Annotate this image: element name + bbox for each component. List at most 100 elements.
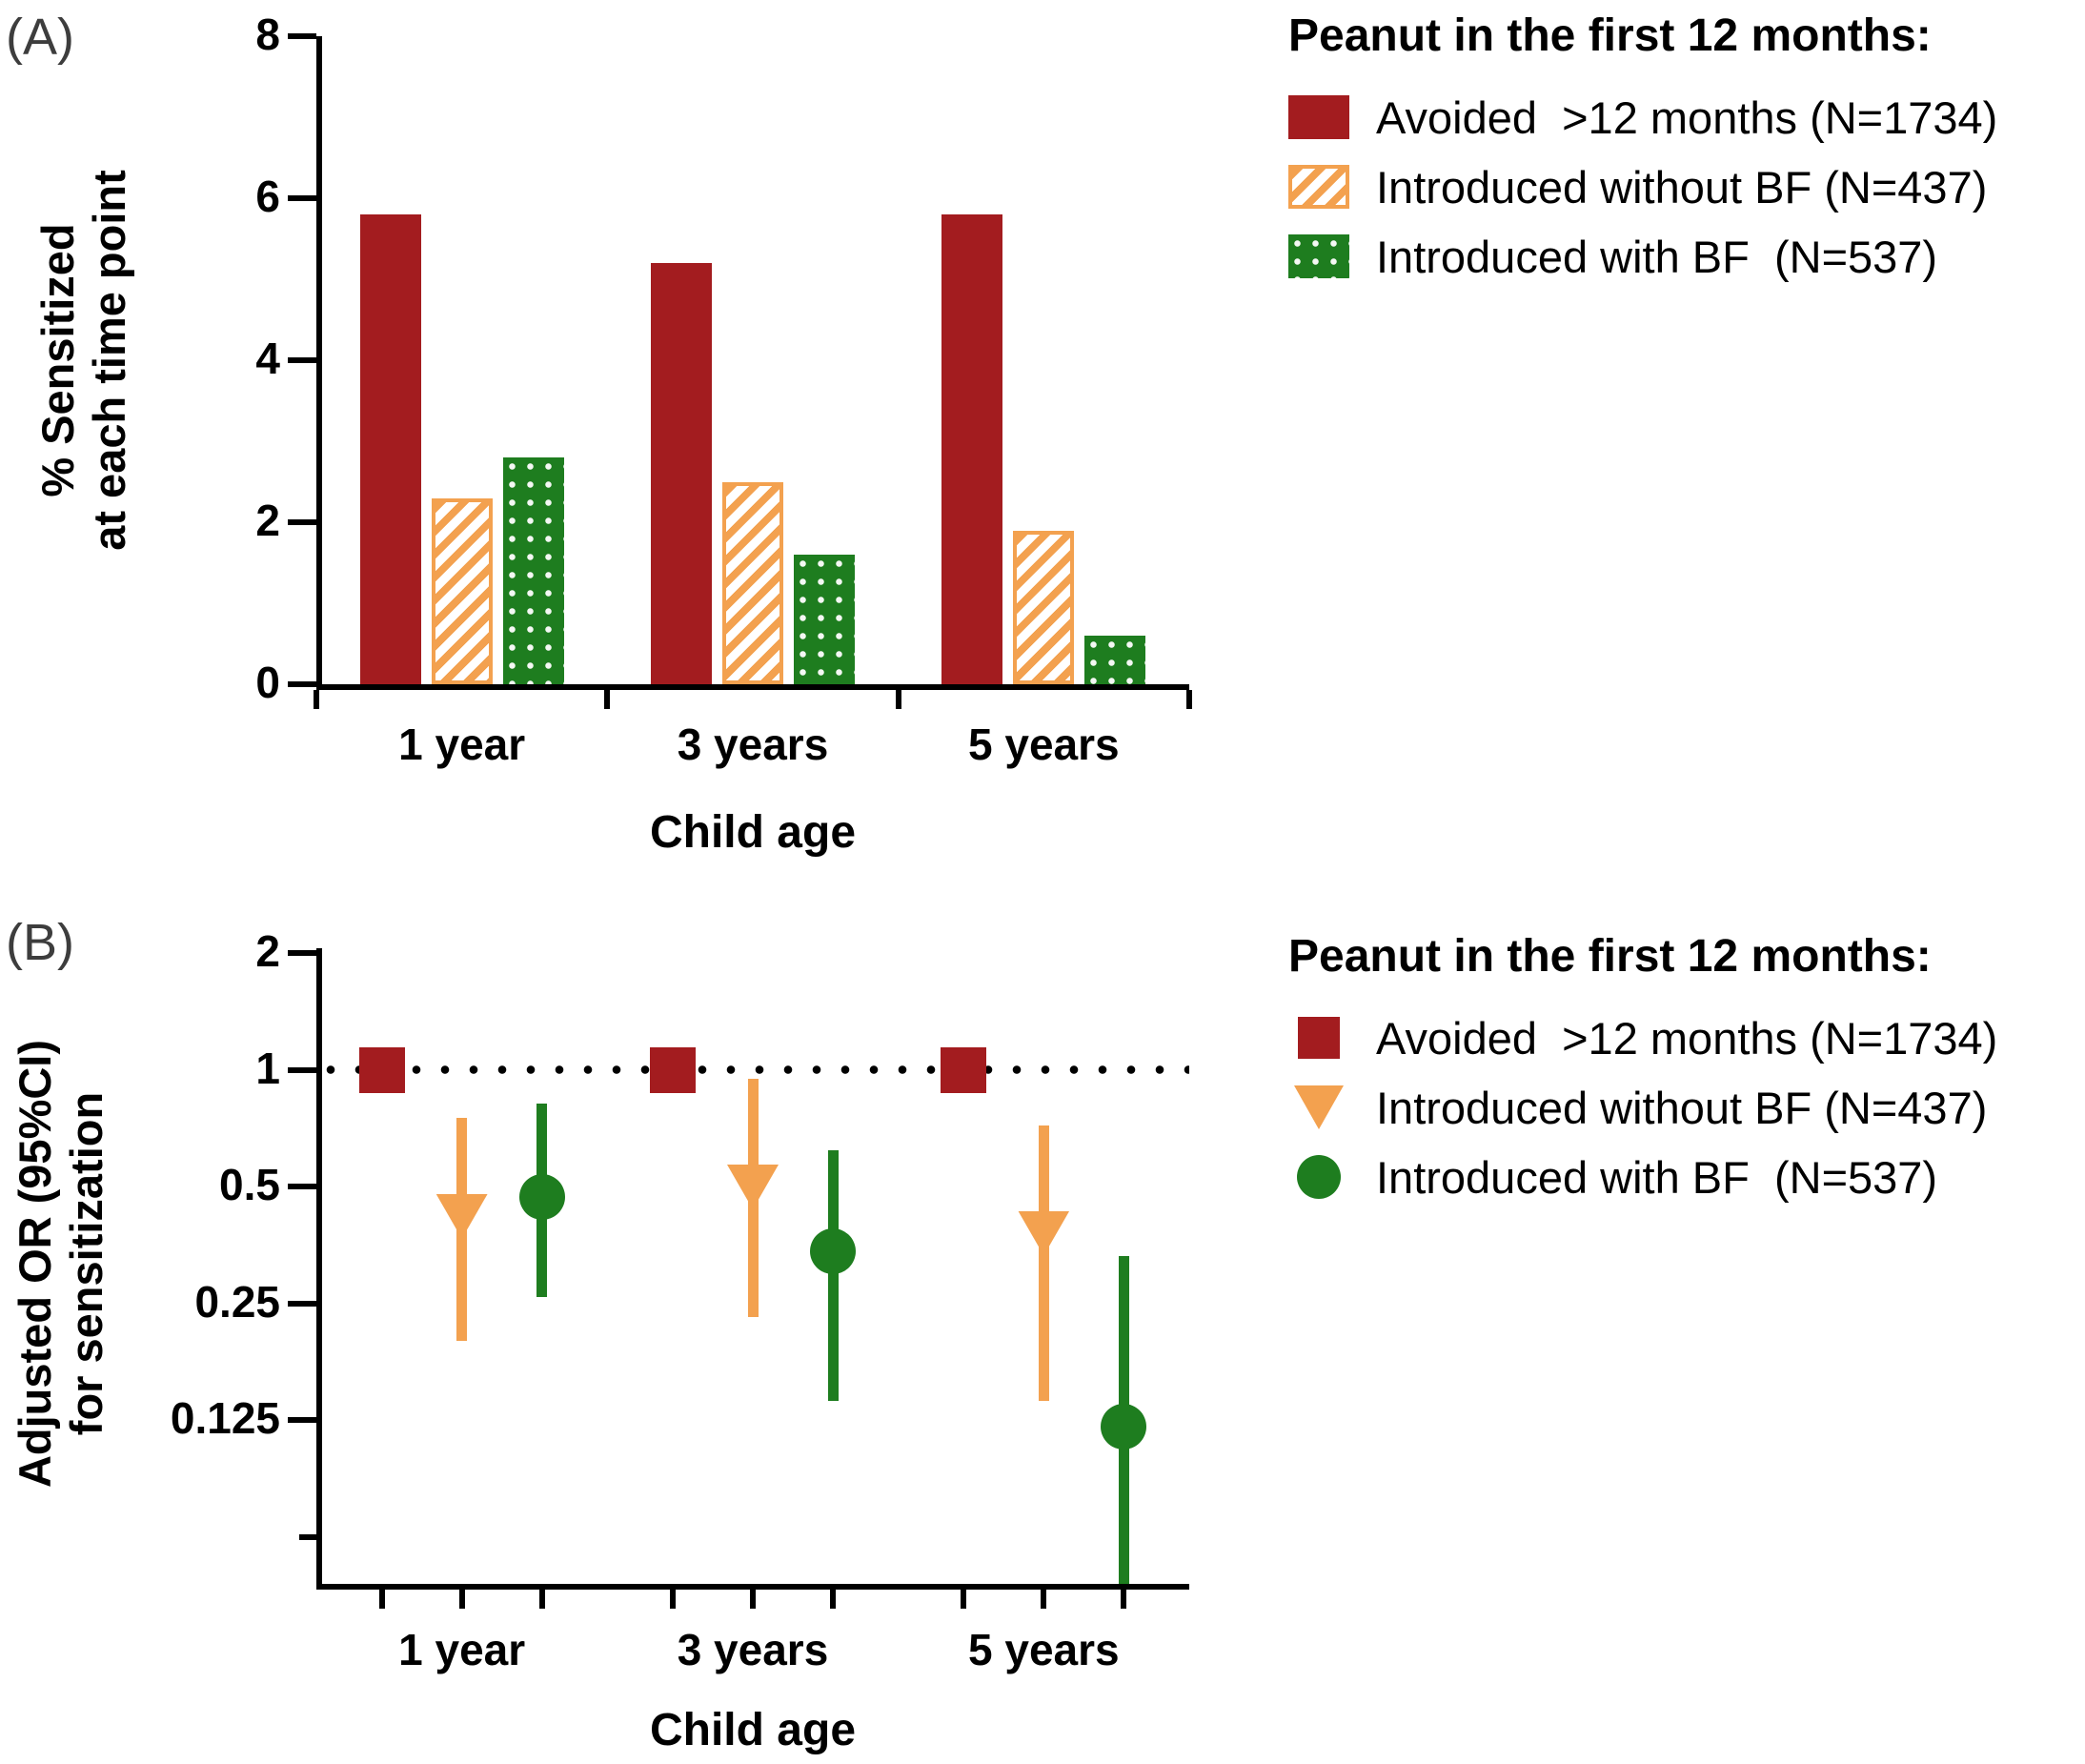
or-marker-circle-with_bf-1 [518, 1173, 565, 1220]
or-marker-triangle-without_bf-2 [727, 1165, 779, 1209]
x-tick-label-2: 3 years [677, 1625, 829, 1674]
y-axis-tick [288, 1417, 316, 1423]
or-marker-square-avoided-2 [650, 1046, 696, 1093]
x-axis-tick [895, 690, 901, 709]
y-axis [316, 36, 322, 690]
x-axis-tick [670, 1590, 676, 1609]
panel-a-plot-area: 0 2 4 6 8 1 year 3 years 5 years [255, 10, 1192, 768]
legend-marker-with_bf [1288, 1154, 1349, 1200]
x-tick-label-1: 1 year [398, 1625, 526, 1674]
bar-avoided-age-2 [651, 263, 712, 684]
ci-line-without_bf-age-3 [1038, 1125, 1049, 1401]
y-axis-tick [288, 681, 316, 687]
y-tick-label: 2 [255, 496, 280, 545]
y-axis [316, 948, 322, 1590]
bar-with_bf-age-2 [794, 555, 855, 684]
y-axis-tick [288, 519, 316, 525]
x-tick-label-2: 3 years [677, 720, 829, 769]
panel-a-y-axis-title: % Sensitized at each time point [32, 0, 135, 722]
y-axis-minor-tick [299, 1533, 316, 1540]
or-marker-triangle-without_bf-3 [1018, 1210, 1070, 1256]
legend-entry-label: Introduced with BF (N=537) [1376, 231, 1938, 282]
x-axis-tick [1186, 690, 1192, 709]
panel-b-legend: Peanut in the first 12 months: Avoided >… [1288, 930, 1997, 1224]
y-tick-label: 0.25 [194, 1276, 280, 1327]
x-axis-tick [314, 690, 319, 709]
legend-entry-label: Avoided >12 months (N=1734) [1376, 91, 1998, 143]
stripes-swatch-icon [1288, 165, 1349, 209]
legend-entry-without_bf: Introduced without BF (N=437) [1288, 161, 1997, 213]
bar-without_bf-age-3 [1013, 530, 1075, 684]
panel-b-y-axis-title-line1: Adjusted OR (95%CI) [10, 1039, 60, 1489]
panel-a-y-axis-title-line2: at each time point [84, 170, 134, 551]
legend-swatch-avoided [1288, 94, 1349, 140]
y-tick-label: 0.5 [219, 1160, 280, 1209]
legend-marker-without_bf [1288, 1085, 1349, 1130]
legend-entries: Avoided >12 months (N=1734) Introduced wi… [1288, 91, 1998, 282]
y-axis-tick [288, 33, 316, 39]
y-axis-tick [288, 1300, 316, 1307]
x-axis [316, 1584, 1189, 1590]
x-axis-tick [1041, 1590, 1047, 1609]
or-marker-circle-with_bf-3 [1101, 1404, 1147, 1450]
panel-b-x-axis-title: Child age [649, 1705, 857, 1755]
y-axis-tick [288, 1184, 316, 1189]
legend-swatch-with_bf [1288, 233, 1349, 279]
panel-b-y-axis-title: Adjusted OR (95%CI) for sensitization [10, 882, 112, 1645]
x-axis-tick [604, 690, 611, 709]
or-marker-square-avoided-1 [358, 1046, 405, 1093]
y-tick-label: 0.125 [170, 1393, 280, 1443]
x-tick-label-3: 5 years [968, 720, 1120, 769]
x-axis-tick [750, 1590, 756, 1609]
x-axis-tick [1121, 1590, 1127, 1609]
bar-without_bf-age-2 [722, 481, 783, 684]
y-tick-label: 6 [255, 172, 280, 221]
panel-a-legend: Peanut in the first 12 months: Avoided >… [1288, 10, 1997, 303]
x-tick-label-1: 1 year [398, 720, 526, 769]
panel-a-y-axis-title-line1: % Sensitized [32, 223, 83, 497]
y-tick-label: 0 [255, 658, 280, 707]
bar-with_bf-age-3 [1084, 636, 1146, 684]
y-tick-label: 4 [255, 334, 280, 383]
x-axis [316, 684, 1189, 690]
y-axis-tick [288, 357, 316, 363]
bar-without_bf-age-1 [431, 497, 493, 684]
legend-marker-avoided [1288, 1015, 1349, 1061]
legend-entry-label: Introduced without BF (N=437) [1376, 161, 1988, 213]
legend-title: Peanut in the first 12 months: [1288, 931, 1932, 982]
legend-entry-without_bf: Introduced without BF (N=437) [1288, 1083, 1997, 1133]
y-axis-tick [288, 195, 316, 201]
legend-entry-with_bf: Introduced with BF (N=537) [1288, 1152, 1997, 1203]
square-icon [1298, 1017, 1340, 1059]
panel-b-plot-area: 2 1 0.5 0.25 0.125 1 year 3 years 5 years [171, 927, 1189, 1673]
legend-entry-label: Avoided >12 months (N=1734) [1376, 1012, 1998, 1064]
x-axis-tick [378, 1590, 385, 1609]
bar-avoided-age-3 [941, 214, 1003, 684]
legend-entry-label: Introduced without BF (N=437) [1376, 1082, 1988, 1133]
legend-swatch-without_bf [1288, 164, 1349, 210]
panel-b-y-axis-title-line2: for sensitization [61, 1091, 111, 1436]
bar-with_bf-age-1 [502, 457, 564, 684]
dots-swatch-icon [1288, 234, 1349, 278]
y-tick-label: 8 [255, 10, 280, 59]
legend-entry-label: Introduced with BF (N=537) [1376, 1151, 1938, 1203]
circle-icon [1297, 1155, 1341, 1199]
x-axis-tick [830, 1590, 836, 1609]
or-marker-circle-with_bf-2 [810, 1228, 856, 1275]
panel-b-label: (B) [6, 914, 74, 971]
panel-a-x-axis-title: Child age [649, 807, 857, 858]
x-axis-tick [961, 1590, 967, 1609]
y-axis-tick [288, 950, 316, 956]
legend-title: Peanut in the first 12 months: [1288, 10, 1932, 61]
triangle-down-icon [1294, 1085, 1344, 1129]
x-tick-label-3: 5 years [968, 1625, 1120, 1674]
y-axis-tick [288, 1066, 316, 1073]
bar-avoided-age-1 [359, 214, 421, 684]
legend-entry-avoided: Avoided >12 months (N=1734) [1288, 1012, 1998, 1064]
or-marker-square-avoided-3 [941, 1046, 987, 1093]
legend-entry-with_bf: Introduced with BF (N=537) [1288, 232, 1997, 282]
reference-line [316, 1065, 1189, 1074]
panel-a-label: (A) [6, 9, 74, 66]
solid-swatch-icon [1288, 95, 1349, 139]
